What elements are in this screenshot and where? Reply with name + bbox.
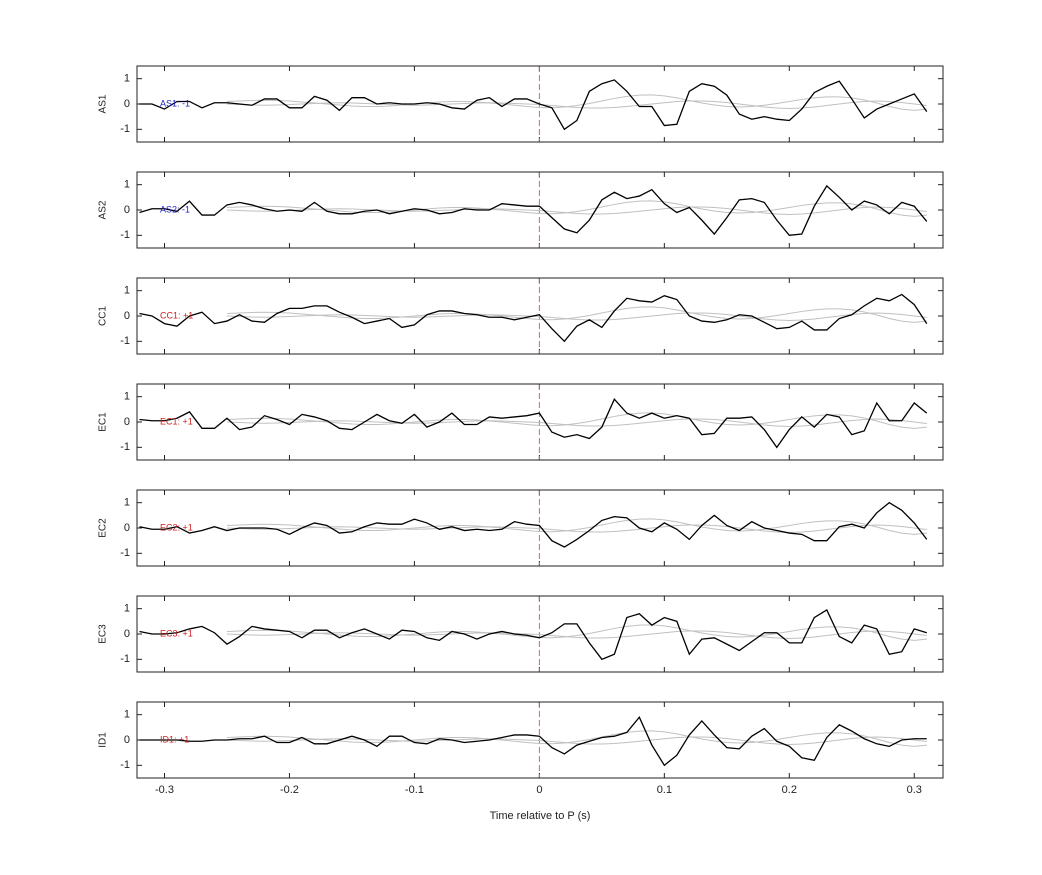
series-line <box>226 630 927 640</box>
x-tick-label: 0.3 <box>907 784 922 796</box>
axes-frame <box>136 65 944 143</box>
axes-frame <box>136 595 944 673</box>
y-tick-label: 0 <box>124 98 130 110</box>
axes-box <box>137 702 943 778</box>
y-axis-label: EC2 <box>98 518 109 538</box>
y-axis-label: AS2 <box>98 200 109 219</box>
axes-box <box>137 172 943 248</box>
axes-box <box>137 596 943 672</box>
y-axis-label: AS1 <box>98 94 109 113</box>
series-line <box>139 501 928 548</box>
y-tick-label: -1 <box>120 123 130 135</box>
series-line <box>226 524 927 534</box>
annotation: ID1: +1 <box>160 734 189 744</box>
series-line <box>226 306 927 323</box>
y-tick-label: 0 <box>124 310 130 322</box>
annotation: CC1: +1 <box>160 310 193 320</box>
y-tick-label: 0 <box>124 628 130 640</box>
x-tick-label: -0.3 <box>155 784 174 796</box>
y-axis-label: CC1 <box>98 306 109 326</box>
y-tick-label: 1 <box>124 179 130 191</box>
y-tick-label: -1 <box>120 759 130 771</box>
x-tick-label: 0.2 <box>782 784 797 796</box>
annotation: EC1: +1 <box>160 416 193 426</box>
y-tick-label: -1 <box>120 653 130 665</box>
series-line <box>139 608 927 661</box>
y-tick-label: -1 <box>120 547 130 559</box>
y-tick-label: 1 <box>124 603 130 615</box>
y-tick-label: -1 <box>120 335 130 347</box>
series-line <box>226 730 927 747</box>
y-axis-label: ID1 <box>98 732 109 748</box>
axes-frame <box>136 171 944 249</box>
x-tick-label: -0.2 <box>280 784 299 796</box>
axes-frame <box>136 701 944 779</box>
y-tick-label: 1 <box>124 73 130 85</box>
y-axis-label: EC1 <box>98 412 109 432</box>
axes-frame <box>136 277 944 355</box>
axes-frame <box>136 383 944 461</box>
series-line <box>139 293 928 343</box>
y-tick-label: 0 <box>124 204 130 216</box>
series-line <box>226 312 927 322</box>
x-tick-label: -0.1 <box>405 784 424 796</box>
y-tick-label: 1 <box>124 391 130 403</box>
axes-frame <box>136 489 944 567</box>
x-tick-label: 0 <box>536 784 542 796</box>
series-line <box>226 518 927 535</box>
series-line <box>139 184 928 237</box>
y-tick-label: -1 <box>120 229 130 241</box>
annotation: AS2: -1 <box>160 204 190 214</box>
annotation: AS1: -1 <box>160 98 190 108</box>
y-axis-label: EC3 <box>98 624 109 644</box>
y-tick-label: 1 <box>124 709 130 721</box>
series-line <box>226 412 927 429</box>
series-line <box>226 206 927 216</box>
y-tick-label: 0 <box>124 522 130 534</box>
series-line <box>226 100 927 110</box>
series-line <box>139 715 927 767</box>
axes-box <box>137 490 943 566</box>
series-line <box>226 200 927 217</box>
y-tick-label: 1 <box>124 497 130 509</box>
x-axis-label: Time relative to P (s) <box>490 810 591 822</box>
y-tick-label: 0 <box>124 734 130 746</box>
y-tick-label: -1 <box>120 441 130 453</box>
x-tick-label: 0.1 <box>657 784 672 796</box>
annotation: EC3: +1 <box>160 628 193 638</box>
series-line <box>226 418 927 428</box>
y-tick-label: 1 <box>124 285 130 297</box>
annotation: EC2: +1 <box>160 522 193 532</box>
y-tick-label: 0 <box>124 416 130 428</box>
series-line <box>226 624 927 641</box>
series-line <box>139 79 928 131</box>
series-line <box>139 398 928 449</box>
